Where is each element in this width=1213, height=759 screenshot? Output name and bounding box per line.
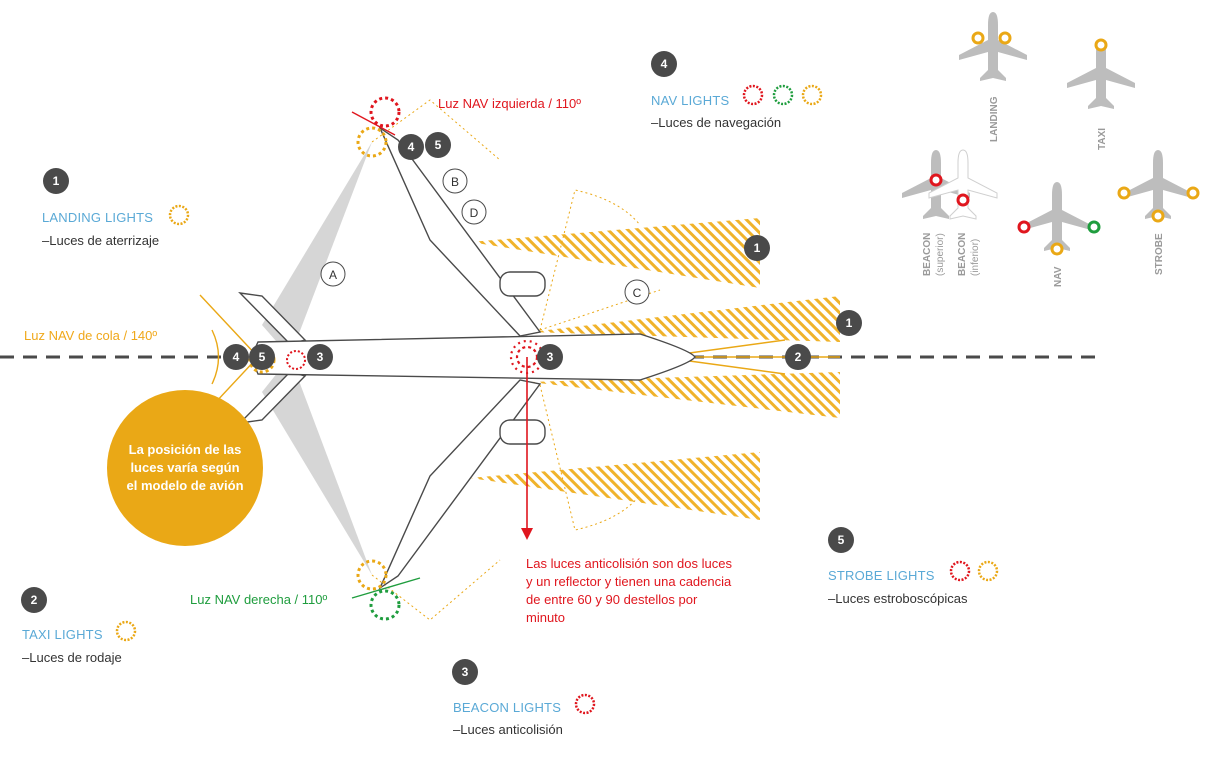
nav-left-label: Luz NAV izquierda / 110º: [438, 96, 582, 111]
strobe-red-icon: [949, 560, 971, 582]
taxi-lights-sub: –Luces de rodaje: [22, 650, 122, 665]
mini-plane-nav: [1017, 182, 1101, 256]
nav-cone-right: [262, 357, 372, 575]
legend-badge-3: 3: [462, 665, 469, 679]
strobe-orange-icon: [977, 560, 999, 582]
marker-1a: 1: [754, 241, 761, 255]
mini-plane-beacon: [902, 149, 998, 220]
zone-c: C: [633, 286, 642, 300]
marker-4a: 4: [408, 140, 415, 154]
legend-badge-5: 5: [838, 533, 845, 547]
nav-tail-label: Luz NAV de cola / 140º: [24, 328, 158, 343]
sector-arc-lower: [539, 384, 641, 531]
landing-icon: [168, 204, 190, 226]
nav-red-icon: [742, 84, 764, 106]
marker-3a: 3: [317, 350, 324, 364]
mini-label-taxi: TAXI: [1097, 128, 1108, 150]
position-note-text: La posición de las luces varía según el …: [126, 442, 244, 493]
legend-badges: [21, 51, 854, 685]
mini-label-beacon-sup: (superior): [935, 233, 946, 276]
beacon-light-tail: [286, 350, 306, 370]
nav-left-indicator: [351, 111, 396, 136]
nav-cone-left: [262, 142, 372, 357]
beacon-note: Las luces anticolisión son dos luces y u…: [526, 556, 732, 625]
mini-plane-strobe: [1117, 150, 1200, 223]
zone-d: D: [470, 206, 479, 220]
nav-light-right-green: [369, 589, 401, 621]
strobe-light-left: [356, 126, 388, 158]
marker-5a: 5: [435, 138, 442, 152]
nav-light-left-red: [369, 96, 401, 128]
marker-3b: 3: [547, 350, 554, 364]
marker-5b: 5: [259, 350, 266, 364]
marker-4b: 4: [233, 350, 240, 364]
nav-right-label: Luz NAV derecha / 110º: [190, 592, 328, 607]
taxi-lights-title: TAXI LIGHTS: [22, 627, 103, 642]
position-note-bubble: La posición de las luces varía según el …: [107, 390, 263, 546]
landing-lights-sub: –Luces de aterrizaje: [42, 233, 160, 248]
landing-beam-mid-lower: [530, 372, 840, 418]
diagram-markers: [223, 132, 862, 370]
marker-1b: 1: [846, 316, 853, 330]
marker-2: 2: [795, 350, 802, 364]
mini-label-landing: LANDING: [989, 96, 1000, 142]
mini-label-beacon-inf: (inferior): [970, 239, 981, 276]
nav-green-icon: [772, 84, 794, 106]
beacon-icon: [574, 693, 596, 715]
nav-right-indicator: [351, 577, 421, 599]
legend-badge-1: 1: [53, 174, 60, 188]
beacon-lights-sub: –Luces anticolisión: [453, 722, 563, 737]
zone-circles: [320, 168, 650, 305]
landing-lights-title: LANDING LIGHTS: [42, 210, 154, 225]
zone-b: B: [451, 175, 459, 189]
landing-beam-mid-upper: [530, 296, 840, 342]
landing-beam-upper: [470, 218, 760, 288]
nav-orange-icon: [801, 84, 823, 106]
sector-arc-left: [371, 99, 501, 621]
mini-plane-taxi: [1067, 38, 1135, 109]
nav-lights-sub: –Luces de navegación: [651, 115, 782, 130]
taxi-icon: [115, 620, 137, 642]
mini-label-beacon-1: BEACON: [922, 233, 933, 276]
legend-badge-2: 2: [31, 593, 38, 607]
mini-label-beacon-2: BEACON: [957, 233, 968, 276]
legend-badge-4: 4: [661, 57, 668, 71]
mini-label-nav: NAV: [1053, 266, 1064, 287]
mini-plane-landing: [959, 12, 1027, 81]
beacon-arrow-head: [521, 528, 533, 540]
strobe-lights-sub: –Luces estroboscópicas: [828, 591, 968, 606]
beacon-lights-title: BEACON LIGHTS: [453, 700, 562, 715]
strobe-light-right: [356, 559, 388, 591]
mini-label-strobe: STROBE: [1154, 233, 1165, 275]
strobe-lights-title: STROBE LIGHTS: [828, 568, 935, 583]
zone-a: A: [329, 268, 337, 282]
airplane: [238, 126, 696, 590]
landing-beam-lower: [470, 452, 760, 520]
nav-lights-title: NAV LIGHTS: [651, 93, 730, 108]
